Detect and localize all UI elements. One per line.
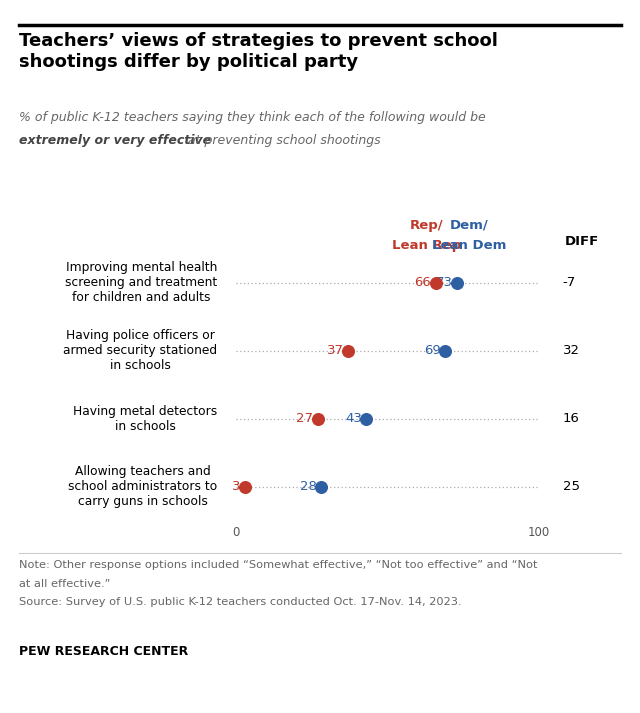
- Text: Teachers’ views of strategies to prevent school
shootings differ by political pa: Teachers’ views of strategies to prevent…: [19, 32, 498, 71]
- Point: [313, 414, 323, 425]
- Text: 100: 100: [527, 526, 550, 540]
- Text: Lean Rep: Lean Rep: [392, 239, 461, 252]
- Text: Having metal detectors
in schools: Having metal detectors in schools: [74, 405, 218, 433]
- Text: 25: 25: [563, 481, 580, 493]
- Text: Source: Survey of U.S. public K-12 teachers conducted Oct. 17-Nov. 14, 2023.: Source: Survey of U.S. public K-12 teach…: [19, 597, 462, 607]
- Text: 28: 28: [300, 481, 316, 493]
- Text: at preventing school shootings: at preventing school shootings: [184, 134, 380, 147]
- Text: % of public K-12 teachers saying they think each of the following would be: % of public K-12 teachers saying they th…: [19, 111, 486, 123]
- Point: [343, 345, 353, 356]
- Text: Having police officers or
armed security stationed
in schools: Having police officers or armed security…: [63, 329, 218, 372]
- Text: 37: 37: [326, 344, 344, 357]
- Text: PEW RESEARCH CENTER: PEW RESEARCH CENTER: [19, 645, 188, 658]
- Point: [431, 277, 441, 289]
- Text: Lean Dem: Lean Dem: [432, 239, 506, 252]
- Text: 16: 16: [563, 412, 580, 426]
- Text: Allowing teachers and
school administrators to
carry guns in schools: Allowing teachers and school administrat…: [68, 466, 218, 508]
- Text: extremely or very effective: extremely or very effective: [19, 134, 211, 147]
- Text: Rep/: Rep/: [410, 219, 444, 232]
- Text: 43: 43: [345, 412, 362, 426]
- Text: 27: 27: [296, 412, 314, 426]
- Point: [316, 481, 326, 493]
- Text: 73: 73: [435, 277, 452, 289]
- Text: Note: Other response options included “Somewhat effective,” “Not too effective” : Note: Other response options included “S…: [19, 560, 538, 570]
- Text: 66: 66: [415, 277, 431, 289]
- Text: 32: 32: [563, 344, 580, 357]
- Point: [440, 345, 450, 356]
- Text: Dem/: Dem/: [450, 219, 488, 232]
- Text: at all effective.”: at all effective.”: [19, 579, 111, 589]
- Point: [361, 414, 371, 425]
- Text: Improving mental health
screening and treatment
for children and adults: Improving mental health screening and tr…: [65, 262, 218, 304]
- Point: [452, 277, 462, 289]
- Text: 69: 69: [424, 344, 440, 357]
- Text: DIFF: DIFF: [564, 235, 598, 248]
- Text: -7: -7: [563, 277, 576, 289]
- Text: 0: 0: [232, 526, 240, 540]
- Point: [240, 481, 250, 493]
- Text: 3: 3: [232, 481, 241, 493]
